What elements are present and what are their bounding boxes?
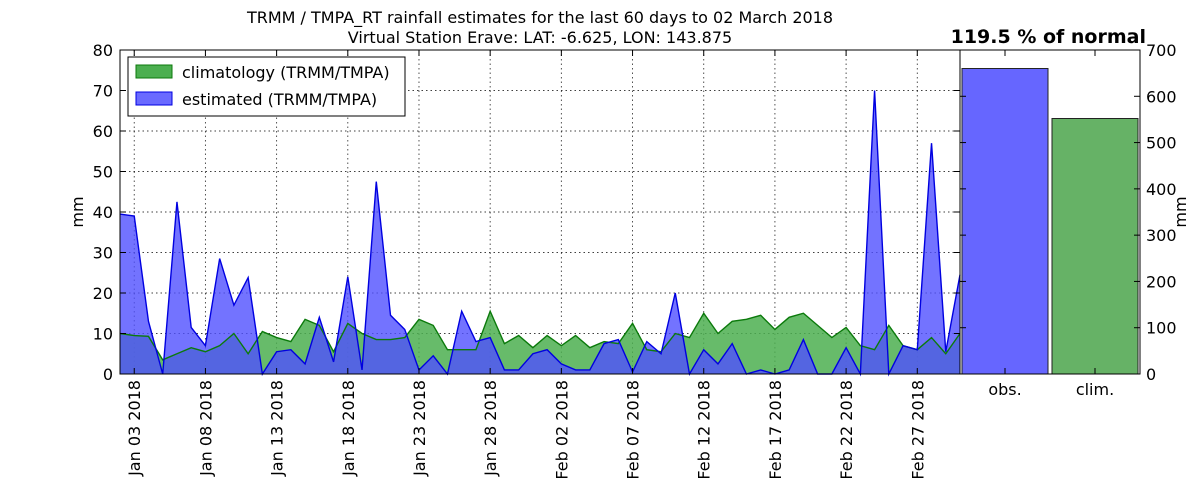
- chart-title-line2: Virtual Station Erave: LAT: -6.625, LON:…: [348, 28, 732, 47]
- x-tick-label: Jan 28 2018: [481, 380, 500, 477]
- x-tick-label: Feb 17 2018: [766, 380, 785, 480]
- bar-obs: [962, 69, 1048, 374]
- y-tick-label: 50: [93, 163, 113, 182]
- total-rainfall-bar-chart: obs. clim. 0 100 200 300 400 500 600 700 mm: [960, 41, 1190, 399]
- y-tick-label: 70: [93, 82, 113, 101]
- x-tick-label: Feb 12 2018: [695, 380, 714, 480]
- bar-clim: [1052, 119, 1138, 374]
- y-tick-label: 0: [103, 365, 113, 384]
- x-tick-label: Feb 22 2018: [837, 380, 856, 480]
- y-tick-label: 10: [93, 325, 113, 344]
- x-tick-label: Jan 18 2018: [339, 380, 358, 477]
- bar-y-tick-label: 500: [1146, 134, 1177, 153]
- y-axis-label: mm: [68, 196, 87, 227]
- y-tick-label: 40: [93, 203, 113, 222]
- bar-y-tick-label: 400: [1146, 180, 1177, 199]
- x-tick-label: Feb 27 2018: [908, 380, 927, 480]
- bar-category-label: obs.: [988, 380, 1021, 399]
- bar-y-tick-label: 100: [1146, 319, 1177, 338]
- legend-swatch-estimated: [136, 92, 172, 105]
- percent-of-normal-label: 119.5 % of normal: [951, 26, 1146, 48]
- x-tick-label: Feb 02 2018: [552, 380, 571, 480]
- y-tick-label: 20: [93, 284, 113, 303]
- x-tick-label: Jan 13 2018: [268, 380, 287, 477]
- bar-y-tick-label: 200: [1146, 272, 1177, 291]
- estimated-area: [120, 91, 960, 375]
- legend-label-climatology: climatology (TRMM/TMPA): [182, 63, 390, 82]
- x-tick-label: Feb 07 2018: [624, 380, 643, 480]
- y-tick-label: 80: [93, 41, 113, 60]
- x-tick-label: Jan 23 2018: [410, 380, 429, 477]
- x-tick-label: Jan 08 2018: [196, 380, 215, 477]
- chart-legend: climatology (TRMM/TMPA) estimated (TRMM/…: [128, 57, 405, 116]
- x-tick-label: Jan 03 2018: [125, 380, 144, 477]
- y-tick-label: 30: [93, 244, 113, 263]
- bar-y-tick-label: 300: [1146, 226, 1177, 245]
- bar-y-axis-label: mm: [1171, 196, 1190, 227]
- y-tick-label: 60: [93, 122, 113, 141]
- bar-category-label: clim.: [1076, 380, 1114, 399]
- legend-label-estimated: estimated (TRMM/TMPA): [182, 90, 377, 109]
- legend-swatch-climatology: [136, 65, 172, 78]
- chart-title-line1: TRMM / TMPA_RT rainfall estimates for th…: [246, 8, 833, 28]
- bar-y-tick-label: 0: [1146, 365, 1156, 384]
- bar-y-tick-label: 600: [1146, 87, 1177, 106]
- bar-y-tick-label: 700: [1146, 41, 1177, 60]
